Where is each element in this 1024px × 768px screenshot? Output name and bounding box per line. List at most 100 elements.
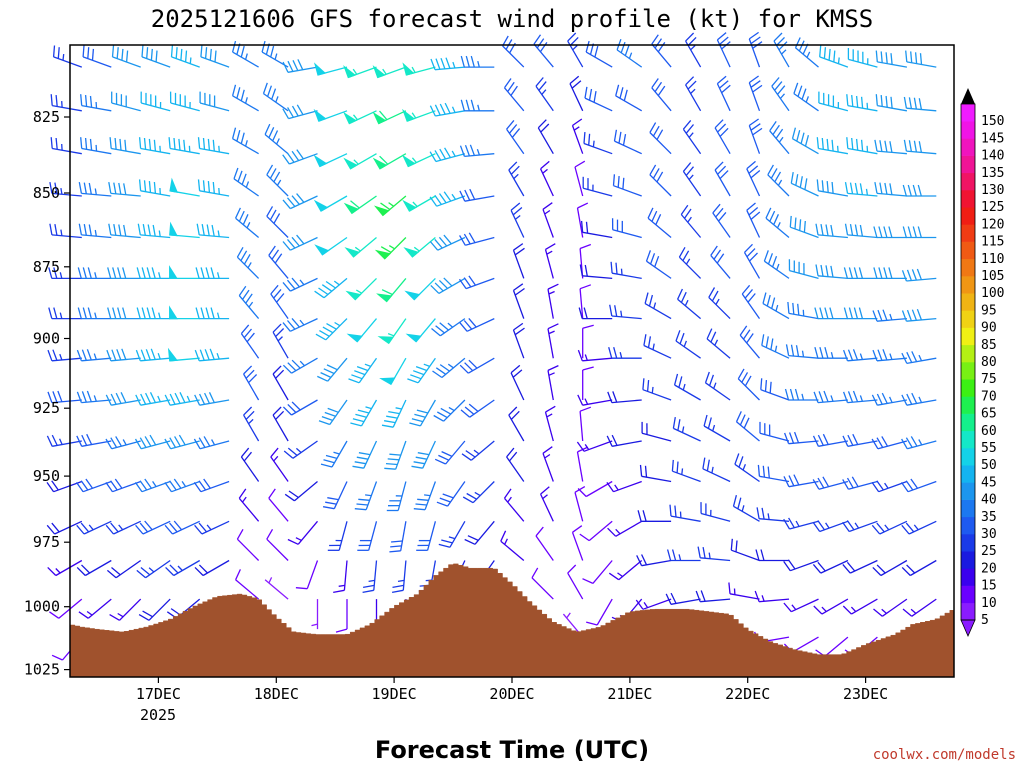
wind-barb — [547, 283, 559, 319]
wind-barb — [635, 598, 672, 610]
wind-barb — [584, 86, 613, 112]
wind-barb — [348, 357, 378, 384]
wind-barb — [106, 348, 141, 362]
y-tick-label: 975 — [33, 533, 60, 551]
wind-barb — [812, 476, 849, 490]
wind-barb — [875, 94, 908, 112]
wind-barb — [409, 399, 436, 427]
wind-barb — [287, 520, 318, 545]
colorbar-label: 120 — [981, 217, 1004, 232]
wind-barb — [362, 560, 378, 594]
wind-barb — [842, 559, 878, 574]
wind-barb — [535, 526, 554, 561]
colorbar-segment — [961, 448, 975, 466]
wind-barb — [533, 34, 554, 68]
wind-barb — [240, 447, 260, 482]
wind-barb — [231, 127, 259, 155]
wind-barb — [873, 226, 907, 239]
wind-barb — [902, 598, 937, 617]
colorbar-segment — [961, 585, 975, 604]
wind-barb — [901, 392, 937, 406]
wind-barb — [611, 218, 642, 239]
wind-barb — [231, 40, 259, 68]
wind-barb — [372, 110, 407, 125]
wind-barb — [735, 411, 760, 442]
wind-barb — [197, 137, 230, 155]
colorbar-min-arrow — [960, 619, 976, 637]
wind-barb — [438, 520, 466, 548]
wind-barb — [317, 357, 348, 382]
colorbar-label: 55 — [981, 441, 997, 456]
colorbar-label: 35 — [981, 510, 997, 525]
wind-barb — [404, 277, 436, 301]
wind-barb — [783, 598, 819, 613]
wind-barb — [816, 137, 849, 155]
wind-barb — [195, 267, 230, 280]
wind-barb — [169, 221, 200, 239]
wind-barb — [105, 520, 141, 535]
wind-barb — [636, 554, 672, 567]
wind-barb — [571, 118, 584, 154]
wind-barb — [460, 55, 495, 68]
wind-barb — [80, 137, 112, 155]
wind-barb — [106, 559, 142, 579]
wind-barb — [345, 277, 377, 301]
wind-barb — [746, 202, 761, 238]
wind-barb — [235, 207, 260, 238]
wind-barb — [678, 246, 702, 279]
wind-barb — [682, 119, 702, 155]
x-tick-label: 21DEC — [607, 685, 652, 703]
wind-barb — [264, 123, 289, 155]
wind-barb — [874, 139, 907, 155]
x-axis-label: Forecast Time (UTC) — [375, 736, 649, 764]
wind-barb — [236, 246, 260, 279]
wind-barb — [901, 308, 937, 322]
wind-barb — [165, 559, 201, 577]
wind-barb — [313, 153, 348, 168]
wind-barb — [429, 147, 466, 163]
wind-barb — [871, 520, 908, 535]
wind-barb — [846, 94, 878, 112]
wind-barb — [651, 34, 672, 68]
wind-barb — [651, 78, 672, 112]
wind-barb — [814, 307, 848, 320]
wind-barb — [459, 188, 495, 202]
wind-barb — [503, 488, 525, 522]
colorbar-label: 85 — [981, 338, 997, 353]
wind-barb — [138, 137, 171, 155]
wind-barb — [813, 390, 848, 404]
wind-barb — [343, 153, 377, 170]
wind-barb — [135, 348, 171, 362]
wind-barb — [243, 365, 260, 401]
wind-barb — [343, 110, 377, 125]
wind-barb — [708, 287, 731, 320]
wind-barb — [314, 277, 348, 299]
colorbar-label: 65 — [981, 407, 997, 422]
wind-barb — [842, 349, 878, 362]
wind-barb — [842, 390, 878, 404]
colorbar-label: 100 — [981, 286, 1004, 301]
wind-barb — [615, 84, 643, 112]
wind-barb — [459, 317, 495, 332]
wind-barb — [571, 525, 584, 561]
colorbar-label: 140 — [981, 149, 1004, 164]
wind-barb — [649, 164, 672, 197]
wind-barb — [236, 528, 260, 561]
wind-barb — [607, 391, 642, 404]
colorbar-segment — [961, 155, 975, 174]
y-tick-label: 1000 — [24, 598, 60, 616]
wind-barb — [352, 440, 378, 469]
wind-barb — [574, 160, 586, 197]
wind-barb — [136, 559, 171, 579]
wind-barb — [783, 431, 819, 445]
wind-barb — [194, 392, 230, 406]
wind-barb — [647, 207, 672, 238]
wind-barb — [537, 119, 554, 155]
wind-barb — [282, 399, 318, 416]
wind-barb — [411, 440, 436, 469]
wind-barb — [569, 75, 584, 112]
wind-barb — [429, 191, 466, 207]
colorbar-label: 15 — [981, 579, 997, 594]
colorbar-label: 45 — [981, 475, 997, 490]
wind-barb — [199, 91, 230, 112]
